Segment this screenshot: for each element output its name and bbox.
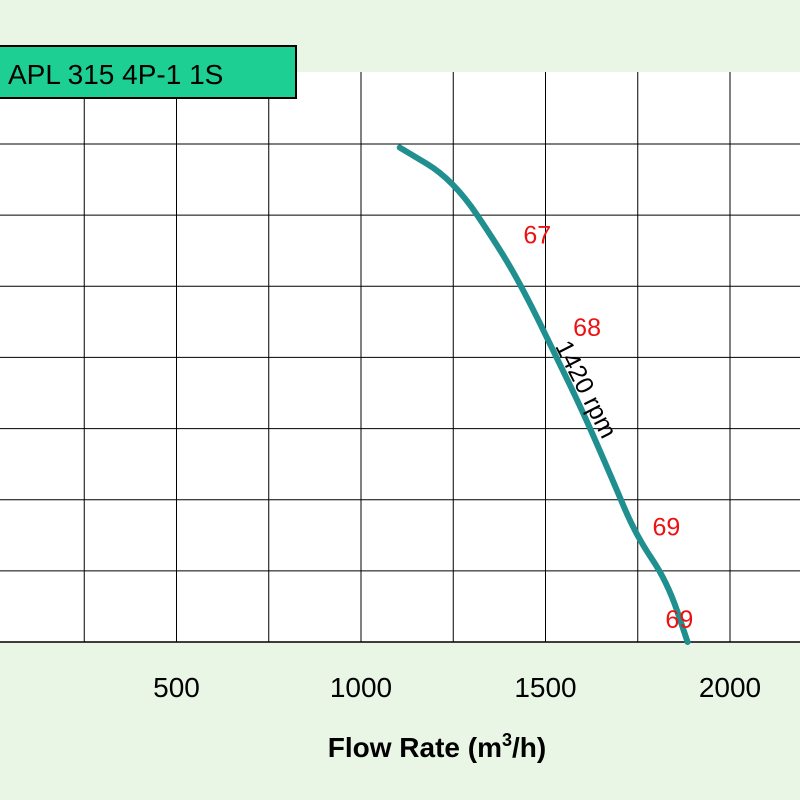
x-tick-label: 2000 [699,672,761,703]
x-tick-labels: 500 1000 1500 2000 [153,672,761,703]
x-tick-label: 1000 [330,672,392,703]
noise-level-label: 67 [523,222,551,250]
title-background [0,45,297,99]
x-tick-label: 1500 [514,672,576,703]
noise-level-label: 69 [665,606,693,634]
x-axis-title: Flow Rate (m3/h) [328,730,546,763]
chart-title: APL 315 4P-1 1S [8,59,223,90]
x-tick-label: 500 [153,672,200,703]
series-line [396,144,691,645]
noise-level-label: 68 [573,314,601,342]
point-labels: 67 68 69 69 [523,222,693,634]
noise-level-label: 69 [653,513,681,541]
title-box: APL 315 4P-1 1S [0,45,297,99]
grid [0,72,800,643]
